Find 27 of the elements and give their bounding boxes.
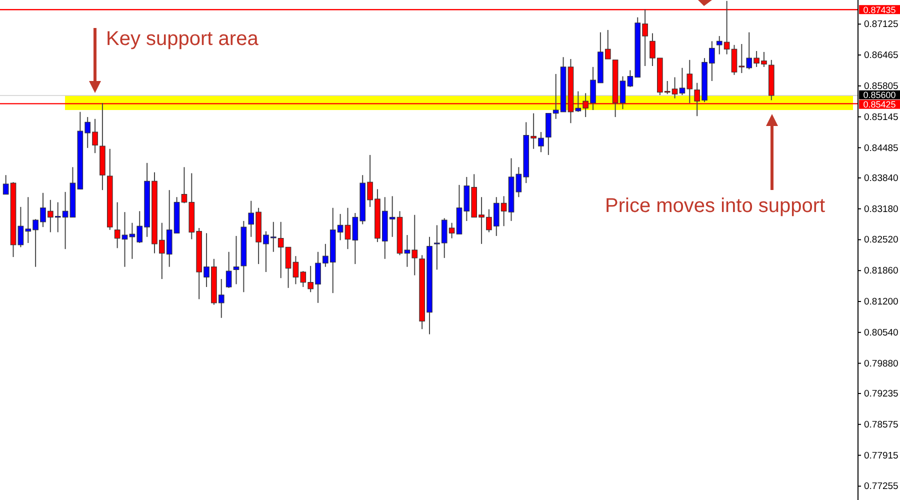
annotation: Price moves into support (605, 195, 826, 217)
y-tick-label: 0.85805 (864, 80, 898, 92)
ref-line-label: 0.87435 (863, 4, 896, 15)
candlestick (226, 251, 232, 288)
y-tick-label: 0.82520 (864, 234, 898, 246)
y-tick-label: 0.79235 (864, 388, 898, 400)
y-tick-label: 0.84485 (864, 142, 898, 154)
candlestick (731, 44, 738, 76)
y-tick-label: 0.86465 (864, 50, 898, 62)
ref-line-label: 0.85425 (863, 100, 896, 110)
y-tick-label: 0.77255 (864, 481, 898, 492)
y-tick-label: 0.87125 (864, 19, 898, 30)
y-tick-label: 0.83180 (864, 204, 898, 215)
ref-line-label: 0.85600 (863, 90, 896, 100)
y-tick-label: 0.79880 (864, 358, 898, 370)
candlestick (620, 76, 626, 110)
y-tick-label: 0.83840 (864, 172, 898, 184)
y-tick-label: 0.81860 (864, 266, 898, 277)
candlestick (233, 235, 240, 285)
annotation: Key support area (106, 28, 260, 50)
y-tick-label: 0.80540 (864, 327, 898, 338)
candlestick (122, 212, 128, 268)
candlestick (114, 202, 120, 249)
y-tick-label: 0.77915 (864, 450, 898, 462)
y-tick-label: 0.78575 (864, 419, 898, 430)
y-tick-label: 0.81200 (864, 296, 898, 308)
y-tick-label: 0.85145 (864, 112, 898, 123)
